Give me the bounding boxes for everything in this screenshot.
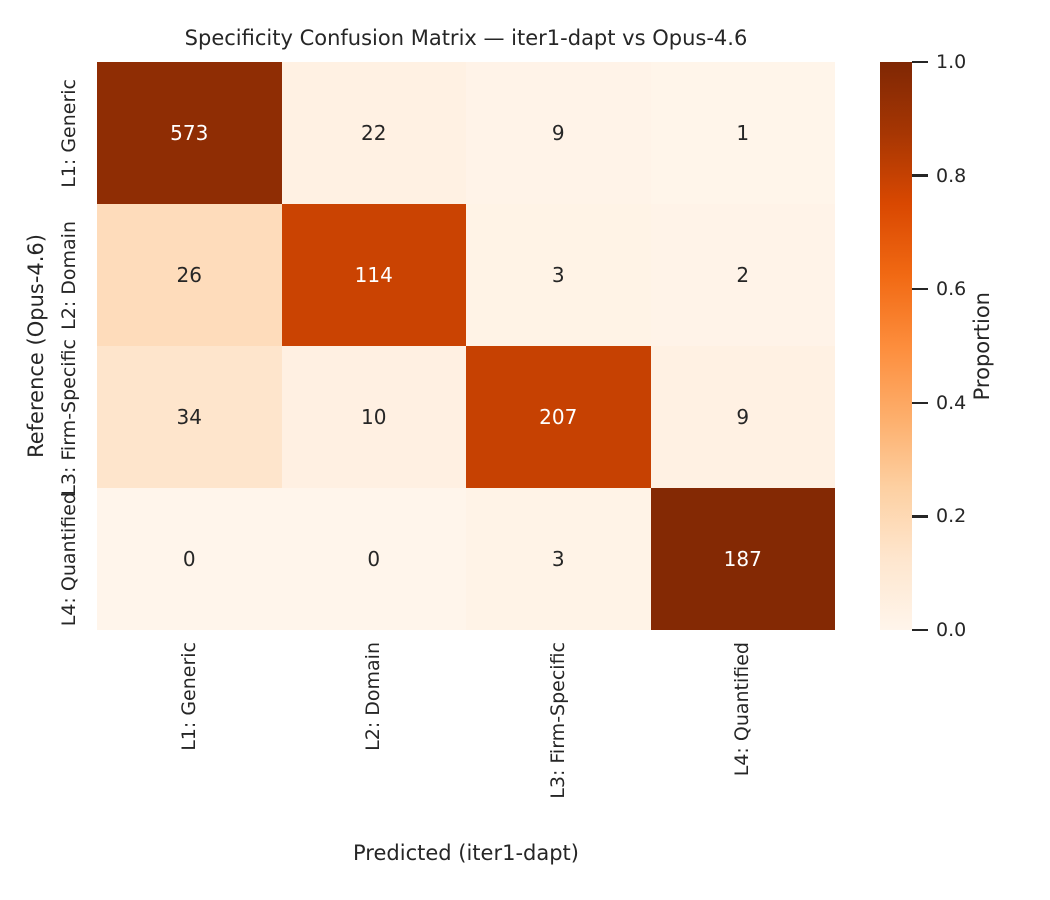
colorbar-tick-label-1: 0.8	[936, 164, 967, 187]
y-axis-label: Reference (Opus-4.6)	[22, 62, 52, 630]
colorbar-tick-mark-3	[912, 401, 928, 404]
x-tick-label-text-0: L1: Generic	[177, 642, 200, 751]
heatmap-cell-r3-c2: 3	[466, 488, 651, 630]
colorbar-tick-label-4: 0.2	[936, 505, 967, 528]
heatmap-cell-r2-c3: 9	[650, 346, 835, 488]
x-tick-label-text-2: L3: Firm-Specific	[546, 642, 569, 799]
heatmap-cell-r3-c1: 0	[281, 488, 466, 630]
y-tick-label-text-3: L4: Quantified	[57, 491, 80, 627]
heatmap-cell-r3-c0: 0	[97, 488, 282, 630]
colorbar-tick-label-5: 0.0	[936, 619, 967, 641]
y-tick-label-0: L1: Generic	[50, 62, 88, 204]
y-tick-label-3: L4: Quantified	[50, 488, 88, 630]
heatmap-cell-r1-c1: 114	[281, 204, 466, 346]
colorbar-tick-label-3: 0.4	[936, 391, 967, 414]
colorbar-tick-mark-1	[912, 174, 928, 177]
heatmap-cell-r2-c1: 10	[281, 346, 466, 488]
heatmap-cell-r1-c0: 26	[97, 204, 282, 346]
y-tick-label-text-2: L3: Firm-Specific	[57, 338, 80, 496]
y-tick-label-1: L2: Domain	[50, 204, 88, 346]
heatmap-grid: 573 22 9 1 26 114 3 2 34 10 207 9 0 0 3 187	[97, 62, 835, 630]
heatmap-cell-r1-c2: 3	[466, 204, 651, 346]
x-tick-label-1: L2: Domain	[282, 642, 466, 751]
x-tick-label-text-1: L2: Domain	[362, 642, 385, 751]
x-tick-label-0: L1: Generic	[97, 642, 281, 751]
heatmap-cell-r0-c1: 22	[281, 62, 466, 204]
colorbar-tick-label-2: 0.6	[936, 278, 967, 301]
y-tick-label-text-0: L1: Generic	[57, 78, 80, 188]
x-tick-label-2: L3: Firm-Specific	[466, 642, 650, 799]
heatmap-cell-r0-c0: 573	[97, 62, 282, 204]
colorbar-tick-mark-0	[912, 60, 928, 64]
y-axis-label-text: Reference (Opus-4.6)	[24, 234, 49, 458]
colorbar-label: Proportion	[966, 62, 1000, 630]
colorbar-tick-mark-2	[912, 288, 928, 291]
heatmap-cell-r0-c2: 9	[466, 62, 651, 204]
heatmap-cell-r0-c3: 1	[650, 62, 835, 204]
heatmap-cell-r2-c0: 34	[97, 346, 282, 488]
x-tick-label-3: L4: Quantified	[651, 642, 835, 776]
x-axis-label: Predicted (iter1-dapt)	[353, 841, 579, 865]
y-tick-label-text-1: L2: Domain	[57, 220, 80, 330]
colorbar-tick-label-0: 1.0	[936, 51, 967, 73]
heatmap-cell-r2-c2: 207	[466, 346, 651, 488]
heatmap-cell-r3-c3: 187	[650, 488, 835, 630]
heatmap-cell-r1-c3: 2	[650, 204, 835, 346]
colorbar-label-text: Proportion	[970, 291, 995, 401]
x-tick-label-text-3: L4: Quantified	[731, 642, 754, 777]
chart-title: Specificity Confusion Matrix — iter1-dap…	[184, 26, 748, 50]
colorbar-tick-mark-5	[912, 628, 928, 632]
y-tick-label-2: L3: Firm-Specific	[50, 339, 88, 496]
colorbar-gradient	[880, 62, 912, 630]
colorbar-tick-mark-4	[912, 515, 928, 518]
